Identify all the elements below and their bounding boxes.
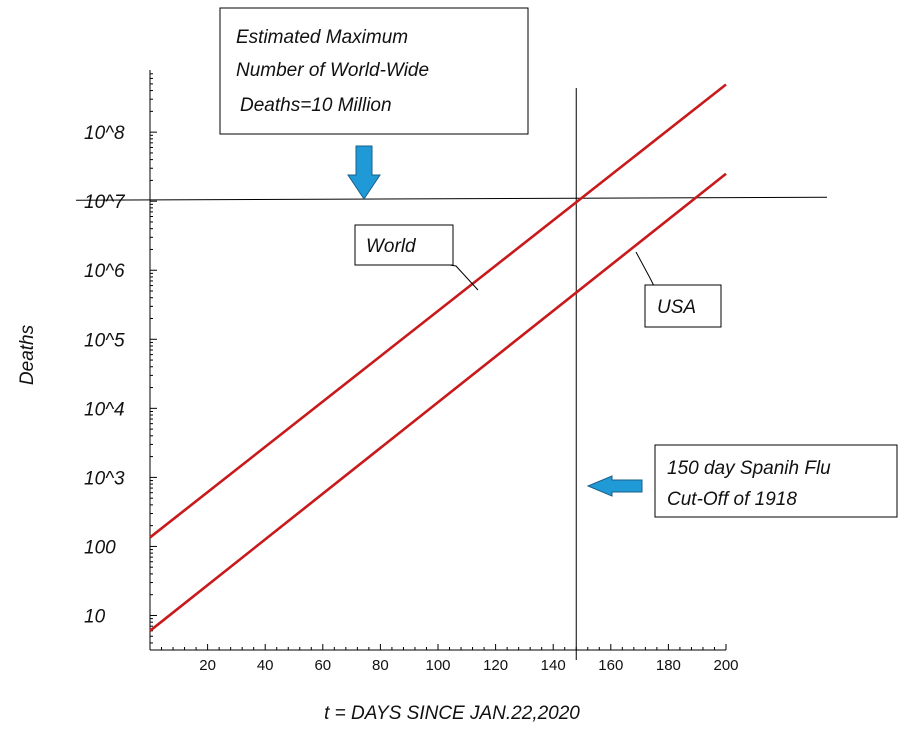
x-tick-label: 100	[425, 657, 450, 674]
y-tick-label: 10^7	[84, 192, 126, 213]
x-axis-title: t = DAYS SINCE JAN.22,2020	[324, 703, 580, 724]
series-layer	[149, 83, 727, 632]
max-box-line-1: Estimated Maximum	[236, 27, 408, 48]
series-line-usa	[149, 172, 727, 632]
x-tick-label: 200	[713, 657, 738, 674]
x-tick-label: 80	[372, 657, 389, 674]
x-tick-labels: 20 40 60 80 100 120 140 160 180 200	[199, 657, 738, 674]
y-tick-label: 10^5	[84, 330, 125, 351]
left-arrow-icon	[586, 475, 643, 497]
y-tick-label: 10^6	[84, 261, 125, 282]
axis-minor-ticks	[150, 73, 727, 650]
x-tick-label: 140	[541, 657, 566, 674]
x-tick-label: 40	[257, 657, 274, 674]
max-deaths-annotation: Estimated Maximum Number of World-Wide D…	[219, 7, 529, 135]
y-tick-label: 100	[84, 537, 116, 558]
series-line-world	[149, 83, 727, 539]
flu-box-line-1: 150 day Spanih Flu	[667, 458, 831, 479]
usa-label-leader	[635, 251, 657, 291]
x-tick-label: 160	[598, 657, 623, 674]
y-tick-label: 10^4	[84, 399, 125, 420]
max-box-line-2: Number of World-Wide	[236, 60, 429, 81]
flu-box-line-2: Cut-Off of 1918	[667, 489, 797, 510]
world-label-box: World	[354, 224, 454, 266]
x-tick-label: 60	[314, 657, 331, 674]
max-deaths-reference-line	[75, 196, 828, 201]
spanish-flu-annotation: 150 day Spanih Flu Cut-Off of 1918	[654, 444, 898, 518]
y-tick-label: 10^8	[84, 123, 125, 144]
x-tick-label: 20	[199, 657, 216, 674]
x-tick-label: 120	[483, 657, 508, 674]
y-tick-label: 10^3	[84, 468, 125, 489]
world-label: World	[366, 236, 417, 257]
usa-label: USA	[657, 297, 696, 318]
x-tick-label: 180	[656, 657, 681, 674]
max-box-line-3: Deaths=10 Million	[240, 95, 392, 116]
down-arrow-icon	[347, 145, 381, 200]
usa-label-box: USA	[644, 284, 722, 328]
y-tick-label: 10	[84, 606, 106, 627]
y-axis-title: Deaths	[17, 324, 38, 385]
y-tick-labels: 10 100 10^3 10^4 10^5 10^6 10^7 10^8	[84, 123, 126, 627]
